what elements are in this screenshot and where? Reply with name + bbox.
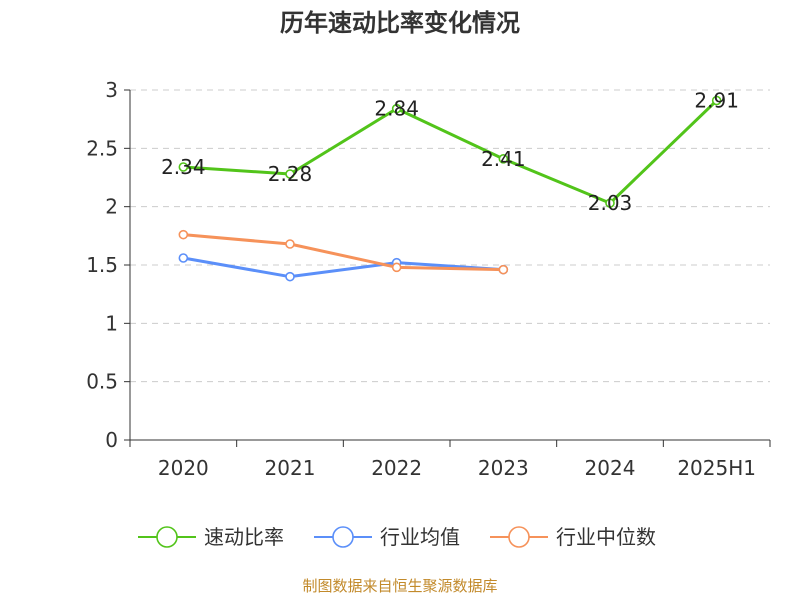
legend-label: 速动比率 xyxy=(204,525,284,549)
x-tick-label: 2020 xyxy=(158,456,209,480)
data-point xyxy=(711,95,722,106)
data-point xyxy=(178,229,189,240)
data-point xyxy=(285,271,295,282)
legend-marker xyxy=(156,526,178,548)
legend: 速动比率 行业均值 行业中位数 xyxy=(138,525,656,549)
y-tick-label: 3 xyxy=(105,78,118,102)
data-label: 2.91 xyxy=(694,89,739,113)
x-tick-label: 2025H1 xyxy=(677,456,756,480)
data-label: 2.41 xyxy=(481,147,526,171)
x-tick-label: 2023 xyxy=(478,456,529,480)
series-line xyxy=(181,256,505,279)
grid-lines xyxy=(130,89,770,383)
series-0 xyxy=(178,95,722,208)
series-line xyxy=(181,233,505,272)
source-note: 制图数据来自恒生聚源数据库 xyxy=(302,577,497,595)
y-tick-label: 0 xyxy=(105,428,118,452)
legend-label: 行业中位数 xyxy=(556,525,656,549)
data-point xyxy=(498,154,509,164)
data-point xyxy=(285,169,295,179)
series-layer xyxy=(178,95,722,282)
data-point xyxy=(178,253,189,263)
y-tick-label: 2 xyxy=(105,195,118,219)
data-label: 2.28 xyxy=(268,162,313,186)
legend-label: 行业均值 xyxy=(380,525,460,549)
x-tick-label: 2024 xyxy=(585,456,636,480)
data-point xyxy=(391,262,402,273)
y-tick-label: 2.5 xyxy=(86,136,118,160)
y-tick-label: 0.5 xyxy=(86,370,118,394)
data-point xyxy=(498,264,509,275)
data-point xyxy=(285,239,295,249)
series-2 xyxy=(178,229,509,275)
chart-title: 历年速动比率变化情况 xyxy=(280,9,520,37)
y-tick-label: 1.5 xyxy=(86,253,118,277)
x-tick-label: 2022 xyxy=(371,456,422,480)
legend-item-1[interactable]: 行业均值 xyxy=(314,525,460,549)
legend-marker xyxy=(508,526,530,548)
legend-item-0[interactable]: 速动比率 xyxy=(138,525,284,549)
data-point xyxy=(178,162,189,172)
data-point xyxy=(391,103,402,114)
legend-marker xyxy=(332,526,354,548)
legend-item-2[interactable]: 行业中位数 xyxy=(490,525,656,549)
x-tick-label: 2021 xyxy=(265,456,316,480)
data-label: 2.84 xyxy=(374,97,419,121)
series-line xyxy=(181,99,719,205)
data-label: 2.03 xyxy=(588,191,633,215)
y-tick-label: 1 xyxy=(105,311,118,335)
axes: 0 0.5 1 1.5 2 2.5 3 2020 2021 2022 2023 2024 2025H1 xyxy=(86,78,771,480)
data-label: 2.34 xyxy=(161,155,206,179)
data-point xyxy=(605,198,615,208)
data-labels: 2.34 2.28 2.84 2.41 2.03 2.91 xyxy=(161,89,739,216)
